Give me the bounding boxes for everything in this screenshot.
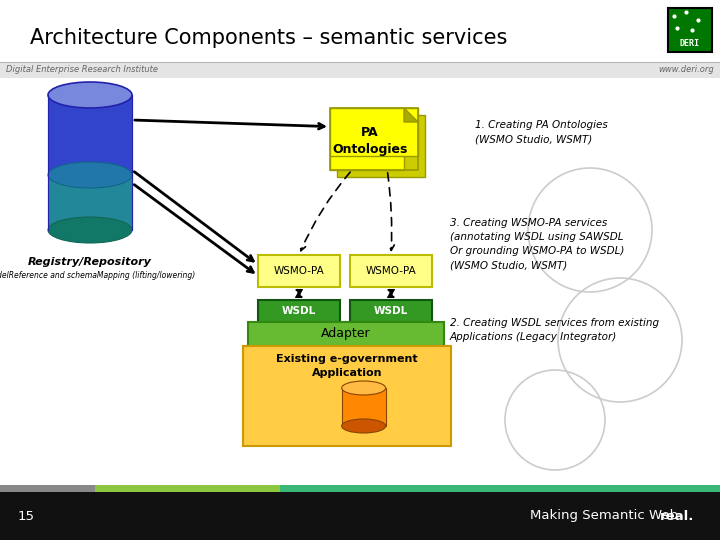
Bar bbox=[95, 485, 280, 492]
Bar bbox=[280, 485, 720, 492]
Text: WSMO-PA: WSMO-PA bbox=[274, 266, 325, 276]
Text: www.deri.org: www.deri.org bbox=[658, 65, 714, 75]
Bar bbox=[48, 175, 132, 230]
Bar bbox=[341, 388, 386, 426]
Text: Existing e-government
Application: Existing e-government Application bbox=[276, 354, 418, 377]
Polygon shape bbox=[404, 108, 418, 122]
Ellipse shape bbox=[341, 381, 386, 395]
Bar bbox=[248, 322, 444, 346]
Ellipse shape bbox=[48, 217, 132, 243]
Bar bbox=[330, 108, 418, 156]
Bar bbox=[350, 300, 432, 322]
Text: 3. Creating WSMO-PA services
(annotating WSDL using SAWSDL
Or grounding WSMO-PA : 3. Creating WSMO-PA services (annotating… bbox=[450, 218, 624, 270]
Bar bbox=[258, 300, 340, 322]
Text: 2. Creating WSDL services from existing
Applications (Legacy Integrator): 2. Creating WSDL services from existing … bbox=[450, 318, 659, 342]
Bar bbox=[48, 95, 132, 175]
Bar bbox=[330, 108, 418, 170]
Text: WSMO-PA: WSMO-PA bbox=[366, 266, 416, 276]
Text: Adapter: Adapter bbox=[321, 327, 371, 341]
Text: PA
Ontologies: PA Ontologies bbox=[333, 126, 408, 156]
Bar bbox=[668, 8, 712, 52]
Text: Registry/Repository: Registry/Repository bbox=[28, 257, 152, 267]
Text: Making Semantic Web: Making Semantic Web bbox=[530, 510, 683, 523]
Bar bbox=[243, 346, 451, 446]
Text: WSDL: WSDL bbox=[282, 306, 316, 316]
Text: real.: real. bbox=[660, 510, 694, 523]
Text: 15: 15 bbox=[18, 510, 35, 523]
Text: modelReference and schemaMapping (lifting/lowering): modelReference and schemaMapping (liftin… bbox=[0, 271, 195, 280]
Ellipse shape bbox=[341, 419, 386, 433]
Text: Architecture Components – semantic services: Architecture Components – semantic servi… bbox=[30, 28, 508, 48]
Bar bbox=[0, 485, 720, 540]
Bar bbox=[337, 115, 425, 177]
Text: Digital Enterprise Research Institute: Digital Enterprise Research Institute bbox=[6, 65, 158, 75]
Ellipse shape bbox=[48, 82, 132, 108]
Bar bbox=[330, 108, 404, 170]
Text: WSDL: WSDL bbox=[374, 306, 408, 316]
Text: DERI: DERI bbox=[680, 39, 700, 49]
Bar bbox=[0, 485, 95, 492]
Bar bbox=[258, 255, 340, 287]
Ellipse shape bbox=[48, 162, 132, 188]
Bar bbox=[0, 62, 720, 78]
Bar bbox=[350, 255, 432, 287]
Text: 1. Creating PA Ontologies
(WSMO Studio, WSMT): 1. Creating PA Ontologies (WSMO Studio, … bbox=[475, 120, 608, 144]
